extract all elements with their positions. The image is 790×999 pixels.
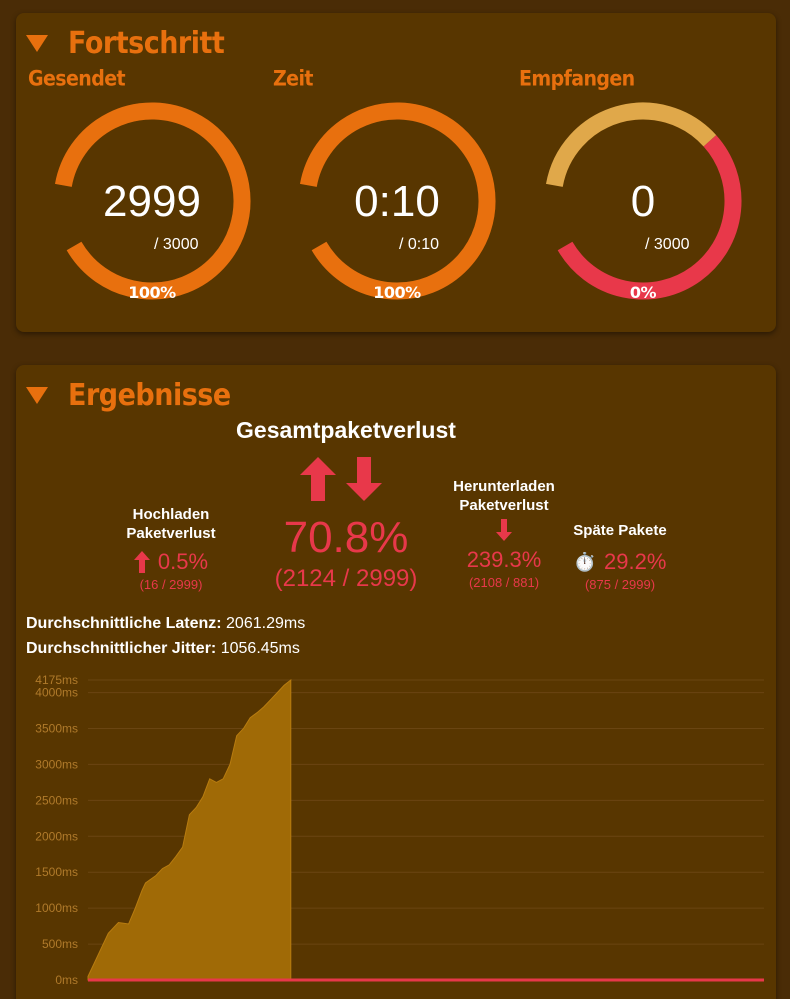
avg-latency: Durchschnittliche Latenz: 2061.29ms [26,615,305,633]
y-tick-label: 3000ms [35,757,78,771]
avg-jitter: Durchschnittlicher Jitter: 1056.45ms [26,640,300,658]
y-tick-label: 1500ms [35,865,78,879]
gauge-received-label: Empfangen [519,67,635,92]
gauge-received-track [546,102,717,188]
y-tick-label: 4000ms [35,686,78,700]
stopwatch-icon: ⏱️ [573,551,597,572]
upload-loss-count: (16 / 2999) [139,577,203,592]
up-down-arrows-icon [300,457,382,501]
gauge-sent-total: / 3000 [154,236,199,253]
download-loss-label-1: Herunterladen [453,478,555,495]
progress-panel: Fortschritt Gesendet 2999 / 3000 100% Ze… [16,13,776,332]
results-panel: Ergebnisse Gesamtpaketverlust 70.8% (212… [16,365,776,999]
late-packets-percent: 29.2% [604,549,667,574]
avg-jitter-label: Durchschnittlicher Jitter: [26,640,217,657]
results-title: Ergebnisse [68,377,231,413]
progress-title: Fortschritt [68,25,225,61]
y-tick-label: 0ms [55,973,78,987]
gauge-sent-ring [55,102,251,300]
total-loss-percent: 70.8% [283,513,409,562]
gauge-received-fill [557,135,742,300]
y-tick-label: 2000ms [35,829,78,843]
gauge-received: Empfangen 0 / 3000 0% [519,65,742,315]
gauge-sent-value: 2999 [103,177,201,226]
gauge-received-value: 0 [630,177,656,226]
download-loss-count: (2108 / 881) [468,575,540,590]
gauge-sent-label: Gesendet [28,67,126,92]
gauge-time-value: 0:10 [354,177,440,226]
latency-area [87,678,292,981]
avg-latency-value: 2061.29ms [226,615,306,632]
gauge-received-ring [546,102,742,300]
y-tick-label: 1000ms [35,901,78,915]
upload-loss-label-2: Paketverlust [126,525,216,542]
gauge-received-percent: 0% [629,283,657,302]
upload-loss-percent: 0.5% [157,549,209,574]
latency-chart: 0ms 500ms 1000ms 1500ms 2000ms 2500ms 3000ms 35… [35,673,764,987]
total-loss-count: (2124 / 2999) [274,565,418,592]
late-packets-count: (875 / 2999) [584,577,656,592]
gauge-time-ring [300,102,496,300]
y-tick-label: 500ms [42,937,78,951]
download-loss-percent: 239.3% [466,547,542,572]
gauge-received-total: / 3000 [645,236,690,253]
progress-panel-toggle[interactable]: Fortschritt [26,25,225,61]
total-loss-title: Gesamtpaketverlust [236,417,456,443]
gauge-time-total: / 0:10 [399,236,440,253]
down-arrow-icon [496,519,512,541]
y-tick-label: 2500ms [35,793,78,807]
y-tick-label: 3500ms [35,722,78,736]
avg-jitter-value: 1056.45ms [220,640,300,657]
gauge-time-fill [300,102,496,300]
late-packets-label: Späte Pakete [573,522,667,539]
gauge-time-percent: 100% [373,283,421,302]
late-packets-stat: Späte Pakete ⏱️ 29.2% (875 / 2999) [560,521,680,592]
up-arrow-icon [133,551,150,573]
download-loss-label-2: Paketverlust [459,497,549,514]
upload-loss-label-1: Hochladen [132,506,210,523]
gauge-sent-fill [55,102,251,300]
download-loss-stat: Herunterladen Paketverlust 239.3% (2108 … [434,477,574,590]
gauge-sent-percent: 100% [128,283,176,302]
y-tick-label: 4175ms [35,673,78,687]
gauge-sent: Gesendet 2999 / 3000 100% [28,65,251,315]
collapse-triangle-icon [26,34,48,52]
gauge-time-label: Zeit [273,67,313,92]
upload-loss-stat: Hochladen Paketverlust 0.5% (16 / 2999) [106,505,236,592]
results-panel-toggle[interactable]: Ergebnisse [26,377,231,413]
collapse-triangle-icon [26,386,48,404]
avg-latency-label: Durchschnittliche Latenz: [26,615,222,632]
gauge-time: Zeit 0:10 / 0:10 100% [273,65,496,315]
